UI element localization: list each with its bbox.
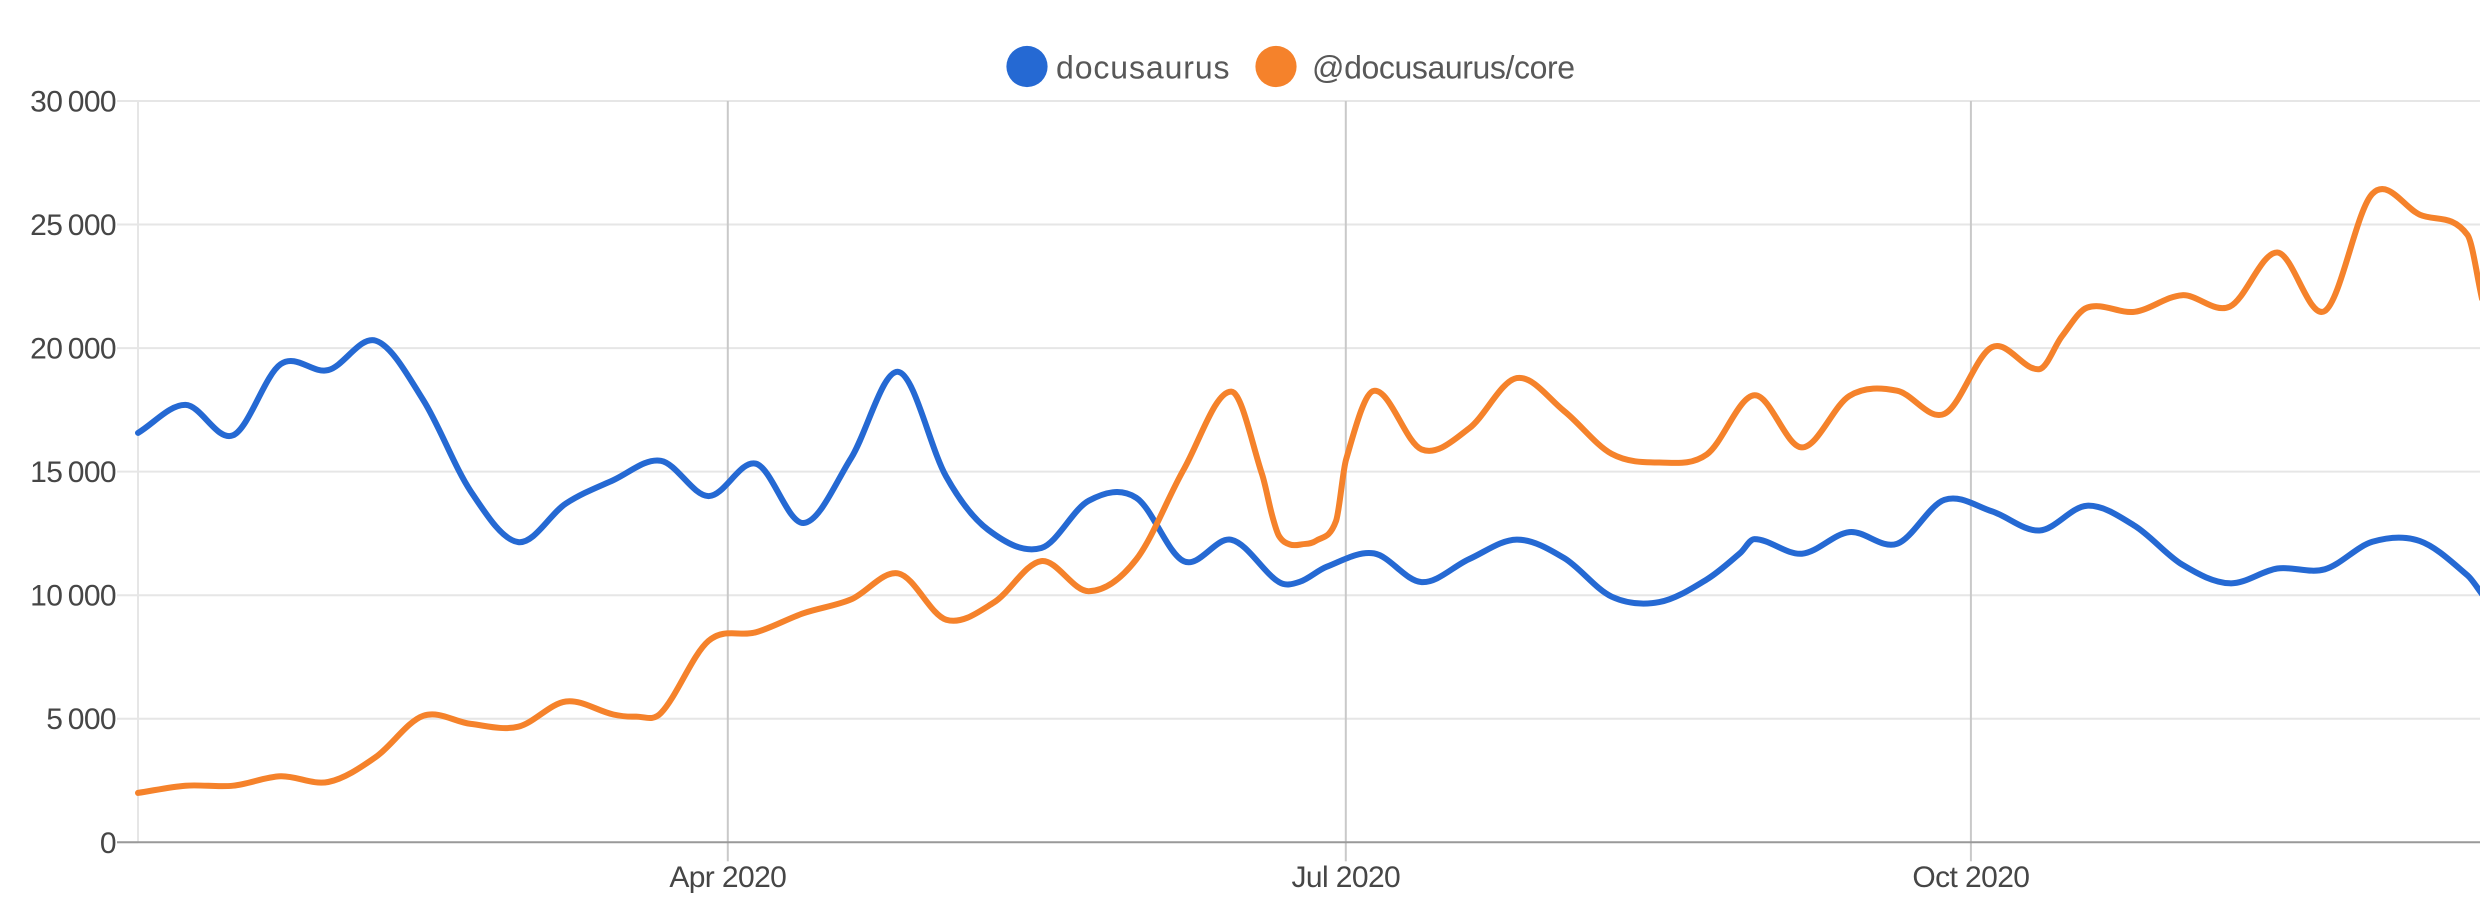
svg-text:Apr 2020: Apr 2020 <box>669 861 786 894</box>
svg-text:25 000: 25 000 <box>30 209 116 242</box>
svg-text:5 000: 5 000 <box>46 703 116 736</box>
svg-text:10 000: 10 000 <box>30 580 116 613</box>
svg-text:15 000: 15 000 <box>30 456 116 489</box>
svg-text:Oct 2020: Oct 2020 <box>1912 861 2029 894</box>
svg-text:0: 0 <box>100 827 116 860</box>
svg-text:Jul 2020: Jul 2020 <box>1291 861 1400 894</box>
svg-text:docusaurus: docusaurus <box>1056 49 1230 85</box>
svg-text:30 000: 30 000 <box>30 86 116 119</box>
svg-text:20 000: 20 000 <box>30 333 116 366</box>
svg-text:@docusaurus/core: @docusaurus/core <box>1312 49 1575 85</box>
